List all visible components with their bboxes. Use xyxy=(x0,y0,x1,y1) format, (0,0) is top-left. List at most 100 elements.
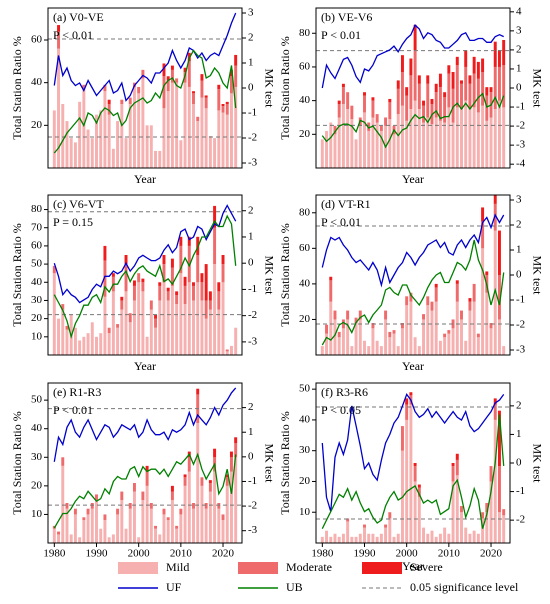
x-tick-label: 1990 xyxy=(86,548,109,560)
bar-segment xyxy=(120,491,124,501)
bar-segment xyxy=(341,83,345,88)
panel-title: (f) R3-R6 xyxy=(321,385,368,399)
y-axis-label: Total Station Ratio % xyxy=(278,223,292,326)
bar-segment xyxy=(213,471,217,543)
y2-axis-label: MK test xyxy=(262,69,276,109)
bar-segment xyxy=(166,517,170,521)
bar-segment xyxy=(396,346,400,355)
bar-segment xyxy=(413,463,417,467)
bar-segment xyxy=(213,227,217,265)
bar-segment xyxy=(183,285,187,305)
bar-segment xyxy=(82,84,86,90)
plot-frame xyxy=(47,382,243,544)
bar-segment xyxy=(213,205,217,228)
bar-segment xyxy=(455,475,459,543)
bar-segment xyxy=(371,533,375,543)
bar-segment xyxy=(82,517,86,521)
y2-tick-label: 2 xyxy=(248,32,254,44)
bar-segment xyxy=(65,329,69,355)
y-tick-label: 50 xyxy=(31,258,43,270)
bar-segment xyxy=(481,105,485,168)
bar-segment xyxy=(61,457,65,466)
y-tick-label: 30 xyxy=(31,451,43,463)
bar-segment xyxy=(73,142,77,168)
bar-segment xyxy=(204,300,208,319)
bar-segment xyxy=(82,89,86,168)
bar-segment xyxy=(132,280,136,286)
bar-segment xyxy=(225,114,229,168)
bar-segment xyxy=(502,509,506,516)
x-tick-label: 2000 xyxy=(396,548,419,560)
y2-tick-label: 1 xyxy=(248,230,254,242)
mk-line xyxy=(53,204,237,304)
y-tick-label: 10 xyxy=(299,506,311,518)
bar-segment xyxy=(128,508,132,543)
panel-title: (b) VE-V6 xyxy=(321,10,372,24)
y2-tick-label: -3 xyxy=(248,335,258,347)
bar-segment xyxy=(405,120,409,168)
bar-segment xyxy=(225,477,229,486)
bar-segment xyxy=(468,83,472,110)
bar-segment xyxy=(204,108,208,168)
bar-segment xyxy=(187,457,191,472)
bar-segment xyxy=(346,92,350,110)
legend-label: Severe xyxy=(410,560,443,574)
y2-tick-label: 4 xyxy=(516,5,522,17)
bar-segment xyxy=(192,285,195,301)
bar-segment xyxy=(481,207,485,222)
y2-tick-label: -1 xyxy=(248,283,257,295)
bar-segment xyxy=(337,100,341,104)
y-tick-label: 60 xyxy=(299,60,311,72)
legend-swatch xyxy=(238,562,278,574)
bar-segment xyxy=(225,474,229,478)
y2-tick-label: 3 xyxy=(248,7,254,19)
bar-segment xyxy=(69,138,73,168)
panel: 10 20 30 40 50 60 70 80 -3 -2 -1 0 1 2 Year Total Stati… xyxy=(10,194,276,373)
bar-segment xyxy=(337,104,341,118)
y2-tick-label: -4 xyxy=(516,158,526,170)
bar-segment xyxy=(358,125,362,168)
bar-segment xyxy=(196,121,200,168)
bar-segment xyxy=(132,86,136,168)
y-tick-label: 50 xyxy=(299,383,311,395)
bar-segment xyxy=(379,346,383,355)
panel-annotation: P < 0.01 xyxy=(321,28,361,42)
y-tick-label: 40 xyxy=(31,76,43,88)
y2-tick-label: 0 xyxy=(516,269,522,281)
legend: Mild Moderate Severe UF UB 0.05 significance … xyxy=(118,560,519,594)
mk-line xyxy=(53,12,237,102)
bar-segment xyxy=(350,536,354,543)
panel: 20 40 60 -3 -2 -1 0 1 2 3 Year Total Station Ratio … xyxy=(10,7,277,186)
bar-segment xyxy=(438,73,442,88)
bar-segment xyxy=(384,527,388,543)
panel-annotation: P < 0.01 xyxy=(321,215,361,229)
bar-segment xyxy=(137,282,141,355)
bar-segment xyxy=(86,129,90,168)
bar-segment xyxy=(485,95,489,121)
bar-segment xyxy=(162,76,166,109)
bar-segment xyxy=(82,520,86,543)
bar-segment xyxy=(388,512,392,519)
bar-segment xyxy=(489,323,493,329)
x-axis-label: Year xyxy=(402,559,424,573)
bar-segment xyxy=(443,527,447,543)
bar-segment xyxy=(175,295,179,305)
bar-segment xyxy=(170,285,174,355)
bar-segment xyxy=(455,459,459,476)
bar-segment xyxy=(434,536,438,543)
bar-segment xyxy=(137,93,141,168)
bar-segment xyxy=(405,296,409,306)
bar-segment xyxy=(434,287,438,302)
bar-segment xyxy=(438,87,442,121)
bar-segment xyxy=(200,300,204,355)
bar-segment xyxy=(451,319,455,329)
y2-axis-label: MK test xyxy=(530,69,544,109)
y-tick-label: 60 xyxy=(31,34,43,46)
y2-axis-label: MK test xyxy=(262,444,276,484)
y2-tick-label: -1 xyxy=(516,101,525,113)
bar-segment xyxy=(200,282,204,301)
bar-segment xyxy=(225,104,229,115)
mk-line xyxy=(321,414,505,529)
bar-segment xyxy=(120,300,124,310)
bar-segment xyxy=(175,78,179,83)
